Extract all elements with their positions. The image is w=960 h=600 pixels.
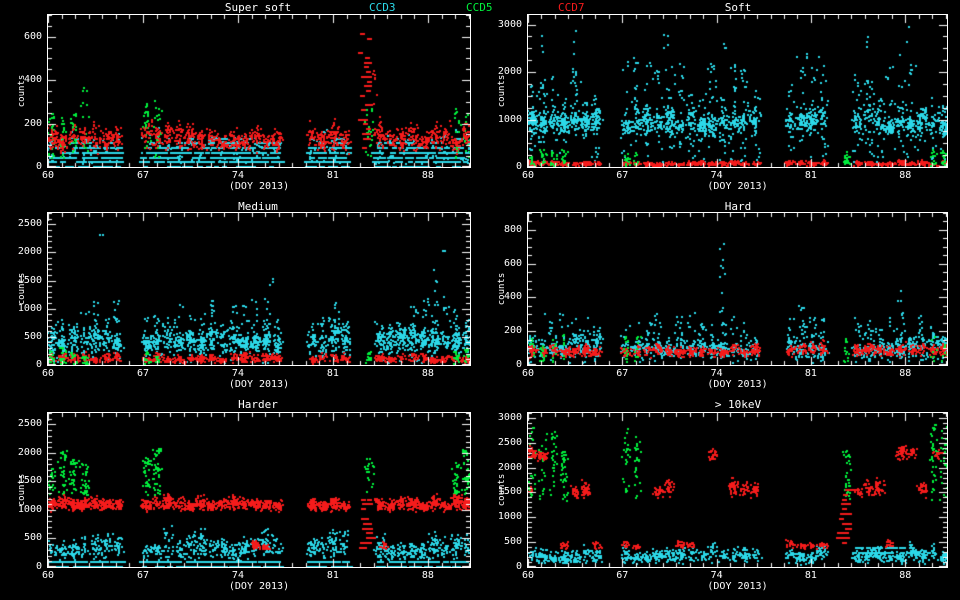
y-tick-label: 0 [515,161,522,172]
panel-title-gt10kev: > 10keV [714,398,762,411]
x-tick-label: 60 [521,570,535,581]
y-tick-label: 2000 [497,461,522,473]
x-axis-label: (DOY 2013) [707,379,768,390]
panel-title-medium: Medium [238,200,278,213]
x-tick-label: 60 [41,570,55,581]
x-tick-label: 67 [136,368,149,379]
legend-ccd3: CCD3 [369,1,396,14]
y-tick-label: 800 [503,223,522,235]
y-tick-label: 2500 [497,436,522,448]
plot-canvas-2 [48,213,470,365]
x-tick-label: 88 [421,570,434,581]
y-tick-label: 2000 [17,246,42,258]
y-axis-label: counts [17,473,27,507]
y-tick-label: 1500 [17,274,42,286]
plot-area-4 [47,412,471,568]
x-tick-label: 60 [41,170,55,181]
y-tick-label: 200 [503,325,522,337]
y-tick-label: 0 [515,359,522,370]
y-tick-label: 0 [35,561,42,572]
x-tick-label: 74 [710,170,723,181]
y-tick-label: 1500 [497,486,522,498]
x-tick-label: 81 [804,570,817,581]
plot-canvas-0 [48,15,470,167]
legend-ccd7: CCD7 [558,1,585,14]
x-tick-label: 88 [421,170,434,181]
plot-area-1 [527,14,948,168]
y-tick-label: 500 [503,536,522,548]
x-tick-label: 60 [521,170,535,181]
y-tick-label: 1000 [497,511,522,523]
y-tick-label: 1000 [17,503,42,515]
plot-canvas-4 [48,413,470,567]
y-tick-label: 400 [23,74,42,86]
y-tick-label: 600 [503,257,522,269]
y-tick-label: 1000 [497,113,522,125]
y-tick-label: 200 [23,117,42,129]
x-tick-label: 74 [231,368,244,379]
x-tick-label: 88 [421,368,434,379]
x-tick-label: 88 [899,368,912,379]
x-axis-label: (DOY 2013) [228,379,290,390]
x-tick-label: 74 [231,170,244,181]
x-tick-label: 74 [710,570,723,581]
x-axis-label: (DOY 2013) [707,581,768,592]
y-tick-label: 2000 [17,446,42,458]
y-axis-label: counts [497,272,507,306]
y-axis-label: counts [497,473,507,507]
y-tick-label: 2000 [497,66,522,77]
y-axis-label: counts [17,272,27,306]
x-tick-label: 88 [899,570,912,581]
y-tick-label: 0 [35,359,42,370]
y-tick-label: 500 [23,330,42,342]
x-tick-label: 67 [616,170,629,181]
x-tick-label: 74 [710,368,723,379]
panel-title-super-soft: Super soft [224,1,292,14]
plot-area-2 [47,212,471,366]
x-tick-label: 60 [521,368,535,379]
y-tick-label: 2500 [17,418,42,430]
y-tick-label: 2500 [17,218,42,230]
x-tick-label: 67 [616,570,629,581]
x-tick-label: 67 [136,170,149,181]
x-tick-label: 74 [231,570,244,581]
x-tick-label: 81 [804,170,817,181]
x-tick-label: 88 [899,170,912,181]
y-tick-label: 0 [515,561,522,572]
y-tick-label: 1000 [17,302,42,314]
panel-title-soft: Soft [724,1,752,14]
x-tick-label: 81 [326,170,339,181]
x-tick-label: 81 [804,368,817,379]
y-axis-label: counts [17,74,27,108]
x-axis-label: (DOY 2013) [228,581,290,592]
x-axis-label: (DOY 2013) [228,181,290,192]
legend-ccd5: CCD5 [466,1,493,14]
plot-area-5 [527,412,948,568]
y-tick-label: 0 [35,161,42,172]
plot-canvas-3 [528,213,947,365]
y-tick-label: 500 [23,532,42,544]
plot-area-3 [527,212,948,366]
y-tick-label: 3000 [497,411,522,423]
plot-canvas-5 [528,413,947,567]
panel-title-hard: Hard [724,200,752,213]
x-axis-label: (DOY 2013) [707,181,768,192]
x-tick-label: 67 [616,368,629,379]
x-tick-label: 60 [41,368,55,379]
x-tick-label: 67 [136,570,149,581]
y-tick-label: 3000 [497,18,522,30]
x-tick-label: 81 [326,570,339,581]
y-axis-label: counts [497,74,507,108]
y-tick-label: 400 [503,291,522,303]
plot-canvas-1 [528,15,947,167]
x-tick-label: 81 [326,368,339,379]
panel-title-harder: Harder [238,398,278,411]
plot-area-0 [47,14,471,168]
y-tick-label: 1500 [17,475,42,487]
y-tick-label: 600 [23,30,42,42]
